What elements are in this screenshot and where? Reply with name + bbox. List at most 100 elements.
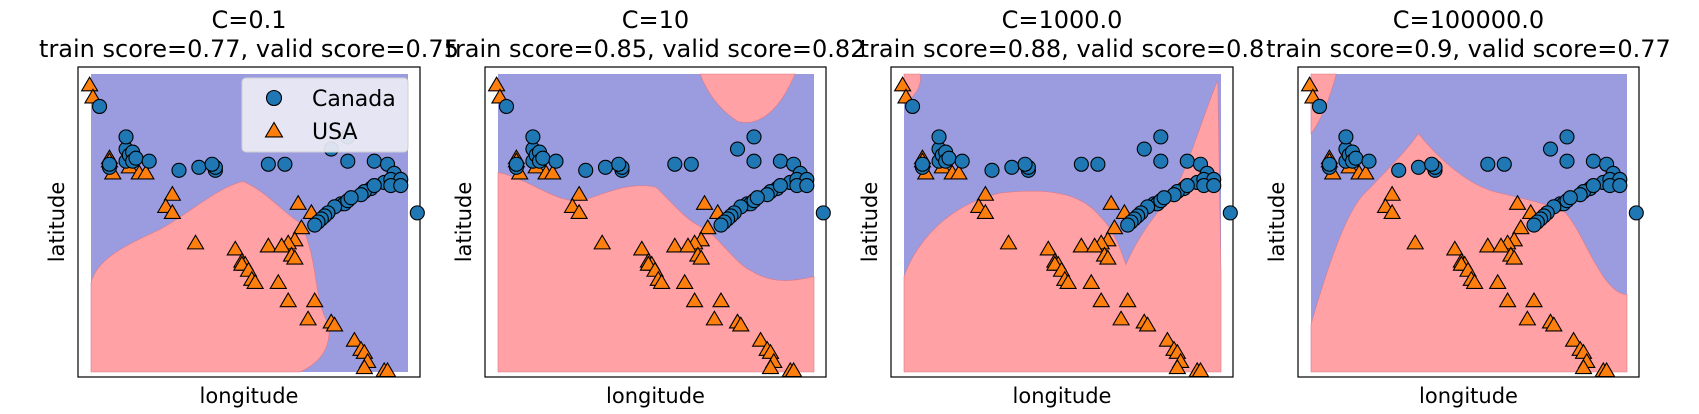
canada-point [277, 156, 293, 172]
usa-point [1098, 249, 1117, 265]
canada-point [92, 98, 108, 115]
canada-point [1391, 162, 1407, 178]
canada-point [1480, 156, 1496, 172]
canada-point [772, 153, 788, 169]
usa-point [226, 240, 245, 256]
usa-point [1300, 76, 1319, 92]
x-axis-label: longitude [200, 384, 299, 408]
usa-point [1492, 237, 1510, 253]
x-axis-label: longitude [1013, 384, 1112, 408]
usa-point [685, 291, 704, 308]
canada-point [1311, 98, 1328, 115]
usa-point [163, 185, 182, 201]
axes-frame [77, 66, 421, 378]
usa-point [1102, 194, 1121, 210]
usa-point [1508, 194, 1527, 210]
canada-point [191, 159, 207, 175]
canada-point [667, 156, 683, 172]
canada-point [749, 190, 765, 206]
canada-point [171, 162, 187, 178]
canada-point [535, 150, 551, 166]
panel-subtitle: train score=0.77, valid score=0.75 [39, 35, 459, 63]
usa-point [1072, 237, 1091, 253]
usa-point [893, 76, 912, 92]
usa-point [1465, 273, 1484, 289]
canada-point [799, 177, 815, 194]
panel-title: C=100000.0 [1393, 6, 1544, 34]
canada-point [1361, 153, 1377, 169]
usa-point [246, 273, 265, 289]
canada-point [498, 98, 515, 115]
axes-frame [1297, 66, 1640, 378]
usa-point [1092, 291, 1111, 308]
panel-subtitle: train score=0.9, valid score=0.77 [1266, 35, 1671, 63]
usa-point [1383, 185, 1402, 201]
canada-point [118, 129, 134, 145]
canada-point [815, 205, 831, 221]
canada-point [1004, 159, 1020, 175]
usa-point [705, 310, 724, 326]
usa-point [1191, 361, 1210, 378]
usa-point [355, 358, 374, 375]
usa-point [1112, 310, 1131, 326]
usa-point [784, 361, 803, 378]
canada-point [1338, 129, 1354, 145]
usa-point [949, 164, 968, 180]
canada-point [597, 159, 614, 175]
usa-point [1356, 164, 1375, 180]
usa-point [1168, 358, 1187, 375]
usa-point [570, 203, 589, 220]
axes-frame [484, 66, 827, 378]
canada-point [931, 129, 947, 145]
usa-point [285, 249, 304, 265]
usa-point [692, 249, 711, 265]
canada-point [1222, 205, 1238, 221]
canada-point [1424, 156, 1440, 172]
usa-point [269, 273, 288, 289]
y-axis-label: latitude [452, 182, 476, 263]
panel-title: C=1000.0 [1002, 6, 1123, 34]
usa-region [1310, 73, 1628, 373]
usa-point [1525, 291, 1543, 308]
usa-point [543, 164, 562, 180]
usa-point [1511, 218, 1530, 235]
canada-point [307, 217, 323, 233]
usa-point [1082, 273, 1101, 289]
canada-point [1585, 177, 1601, 194]
usa-point [976, 185, 995, 201]
usa-point [1518, 310, 1537, 326]
usa-point [1383, 203, 1402, 220]
usa-point [695, 194, 714, 210]
usa-point [80, 76, 99, 92]
usa-point [259, 237, 278, 253]
canada-point [260, 156, 276, 172]
canada-point [1156, 190, 1172, 206]
canada-point [548, 153, 564, 169]
canada-point [1073, 156, 1089, 172]
canada-point [409, 205, 425, 221]
canada-point [1179, 153, 1195, 169]
y-axis-label: latitude [45, 182, 69, 263]
canada-point [713, 217, 729, 233]
usa-point [712, 291, 730, 308]
canada-point [128, 150, 144, 166]
canada-point [525, 129, 541, 145]
panel-title: C=0.1 [211, 6, 286, 34]
usa-point [1105, 218, 1124, 235]
canada-point [508, 156, 524, 172]
usa-point [272, 237, 291, 253]
usa-point [698, 218, 717, 235]
canada-point [366, 177, 382, 194]
panel-subtitle: train score=0.85, valid score=0.82 [446, 35, 866, 63]
usa-point [1138, 316, 1157, 332]
usa-point [325, 316, 344, 332]
usa-point [1118, 291, 1137, 308]
canada-point [393, 177, 409, 194]
canada-point [1526, 217, 1542, 233]
usa-point [279, 291, 298, 308]
usa-point [665, 237, 684, 253]
canada-point [904, 98, 921, 115]
canada-point [1321, 156, 1337, 172]
usa-region [90, 180, 330, 373]
